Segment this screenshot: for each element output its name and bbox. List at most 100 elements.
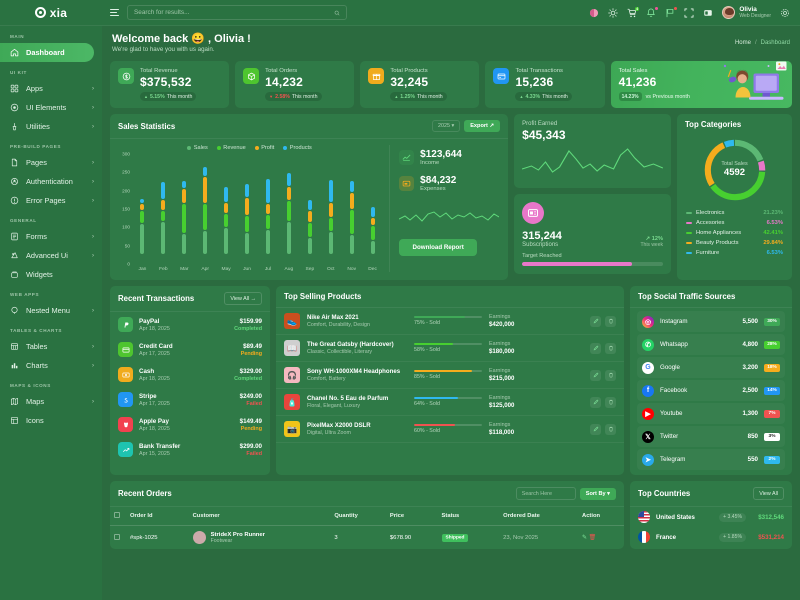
donut-center-value: 4592 (723, 166, 746, 178)
chart-y-axis: 300 250 200 150 100 50 0 (116, 152, 132, 267)
pages-icon (10, 158, 19, 167)
countries-view-all-button[interactable]: View All (753, 487, 784, 500)
legend-item-sales[interactable]: Sales (187, 145, 208, 151)
social-row[interactable]: ◎ Instagram 5,500 30% (637, 311, 785, 332)
orders-search-input[interactable]: Search Here (515, 487, 576, 500)
bell-icon[interactable] (646, 6, 659, 18)
gear-icon[interactable] (780, 8, 790, 18)
select-all-checkbox[interactable] (114, 512, 120, 518)
trash-icon[interactable] (605, 396, 616, 408)
trash-icon[interactable] (605, 342, 616, 354)
trash-icon[interactable]: 🗑 (588, 534, 597, 541)
bar-segment (349, 234, 354, 254)
chevron-right-icon: › (92, 85, 94, 92)
orders-column-header: Quantity (330, 507, 386, 526)
charts-icon (10, 361, 19, 370)
earnings-label: Earnings (489, 340, 511, 347)
trash-icon[interactable] (605, 369, 616, 381)
target-progress-track (522, 262, 663, 266)
sidebar-item-apps[interactable]: Apps › (0, 79, 102, 98)
orders-sort-button[interactable]: Sort By ▾ (579, 487, 616, 500)
edit-icon[interactable] (590, 342, 601, 354)
chart-x-axis: Jan Feb Mar Apr May Jun Jul Aug Sep Oct Nov Dec (132, 267, 383, 272)
edit-icon[interactable]: ✎ (582, 534, 587, 541)
product-tags: Floral, Elegant, Luxury (307, 403, 360, 409)
menu-toggle-icon[interactable] (110, 8, 119, 17)
theme-half-icon[interactable] (589, 8, 599, 18)
chat-icon[interactable] (703, 8, 713, 18)
trash-icon[interactable] (605, 423, 616, 435)
transaction-row[interactable]: Credit Card Apr 17, 2025 $89.49 Pending (110, 337, 270, 362)
row-checkbox-cell[interactable] (110, 526, 126, 550)
expenses-kpi: $84,232 Expenses (399, 175, 500, 192)
transaction-row[interactable]: Cash Apr 18, 2025 $329.00 Completed (110, 362, 270, 387)
breadcrumb-home[interactable]: Home (734, 39, 751, 46)
bar-segment (349, 181, 354, 192)
edit-icon[interactable] (590, 369, 601, 381)
download-report-button[interactable]: Download Report (399, 239, 478, 256)
x-tick: Oct (326, 267, 335, 272)
export-button[interactable]: Export ↗ (464, 120, 501, 132)
sidebar-item-charts[interactable]: Charts › (0, 356, 102, 375)
social-row[interactable]: f Facebook 2,500 14% (637, 380, 785, 401)
transactions-view-all-button[interactable]: View All → (224, 292, 262, 305)
transaction-row[interactable]: Apple Pay Apr 18, 2025 $149.49 Pending (110, 412, 270, 437)
brightness-icon[interactable] (608, 7, 619, 18)
trash-icon[interactable] (605, 315, 616, 327)
sidebar-item-ui-elements[interactable]: UI Elements › (0, 98, 102, 117)
social-row[interactable]: ➤ Telegram 550 2% (637, 449, 785, 470)
bar-column (307, 154, 312, 254)
top-categories-panel: Top Categories Total Sales 4592 Electron… (677, 114, 792, 280)
flag-icon[interactable] (665, 6, 678, 18)
sidebar-item-utilities[interactable]: Utilities › (0, 117, 102, 136)
sidebar-item-authentication[interactable]: Authentication › (0, 172, 102, 191)
edit-icon[interactable] (590, 396, 601, 408)
legend-item-products[interactable]: Products (283, 145, 312, 151)
social-row[interactable]: G Google 3,200 18% (637, 357, 785, 378)
top-categories-title: Top Categories (685, 120, 742, 129)
edit-icon[interactable] (590, 423, 601, 435)
user-menu[interactable]: Olivia Web Designer (722, 6, 771, 19)
search-box[interactable] (127, 5, 347, 20)
x-tick: Nov (347, 267, 357, 272)
sidebar-item-advanced-ui[interactable]: Advanced Ui › (0, 246, 102, 265)
sidebar-item-nested-menu[interactable]: Nested Menu › (0, 301, 102, 320)
sidebar-item-error-pages[interactable]: Error Pages › (0, 191, 102, 210)
expenses-icon (399, 176, 415, 191)
top-categories-header: Top Categories (677, 114, 792, 129)
legend-item-revenue[interactable]: Revenue (216, 145, 246, 151)
social-row[interactable]: 𝕏 Twitter 850 3% (637, 426, 785, 447)
sidebar-item-label: Icons (26, 416, 44, 425)
transaction-date: Apr 18, 2025 (139, 325, 170, 332)
social-row[interactable]: ✆ Whatsapp 4,800 28% (637, 334, 785, 355)
sidebar-item-maps[interactable]: Maps › (0, 392, 102, 411)
sidebar-item-pages[interactable]: Pages › (0, 153, 102, 172)
orders-column-header: Ordered Date (499, 507, 579, 526)
transaction-row[interactable]: Bank Transfer Apr 15, 2025 $299.00 Failed (110, 437, 270, 462)
brand-logo[interactable]: xia (0, 0, 102, 26)
sidebar-item-forms[interactable]: Forms › (0, 227, 102, 246)
legend-item-profit[interactable]: Profit (254, 145, 274, 151)
sidebar-item-tables[interactable]: Tables › (0, 337, 102, 356)
sidebar-item-label: Authentication (26, 177, 73, 186)
sidebar-item-dashboard[interactable]: Dashboard (0, 43, 94, 62)
order-id-cell: #spk-1025 (130, 534, 158, 541)
sidebar-item-label: Pages (26, 158, 47, 167)
social-value: 850 (747, 433, 758, 440)
edit-icon[interactable] (590, 315, 601, 327)
sidebar-item-icons[interactable]: Icons (0, 411, 102, 430)
social-row[interactable]: ▶ Youtube 1,300 7% (637, 403, 785, 424)
stat-card-total-products: Total Products 32,245 ▲ 1.25% This month (360, 61, 480, 108)
transaction-row[interactable]: Stripe Apr 17, 2025 $249.00 Failed (110, 387, 270, 412)
sidebar-item-widgets[interactable]: Widgets (0, 265, 102, 284)
category-row: Electronics 21.23% (677, 208, 792, 218)
row-checkbox[interactable] (114, 533, 120, 540)
fullscreen-icon[interactable] (684, 8, 694, 18)
bar-segment (349, 210, 354, 234)
search-input[interactable] (134, 9, 330, 16)
sales-statistics-header: Sales Statistics 2025 ▾ Export ↗ (110, 114, 509, 139)
cart-icon[interactable]: 4 (627, 6, 640, 18)
transaction-row[interactable]: PayPal Apr 18, 2025 $159.99 Completed (110, 312, 270, 337)
product-row: 🎧 Sony WH-1000XM4 Headphones Comfort, Batt… (276, 362, 624, 389)
year-select[interactable]: 2025 ▾ (431, 120, 461, 132)
